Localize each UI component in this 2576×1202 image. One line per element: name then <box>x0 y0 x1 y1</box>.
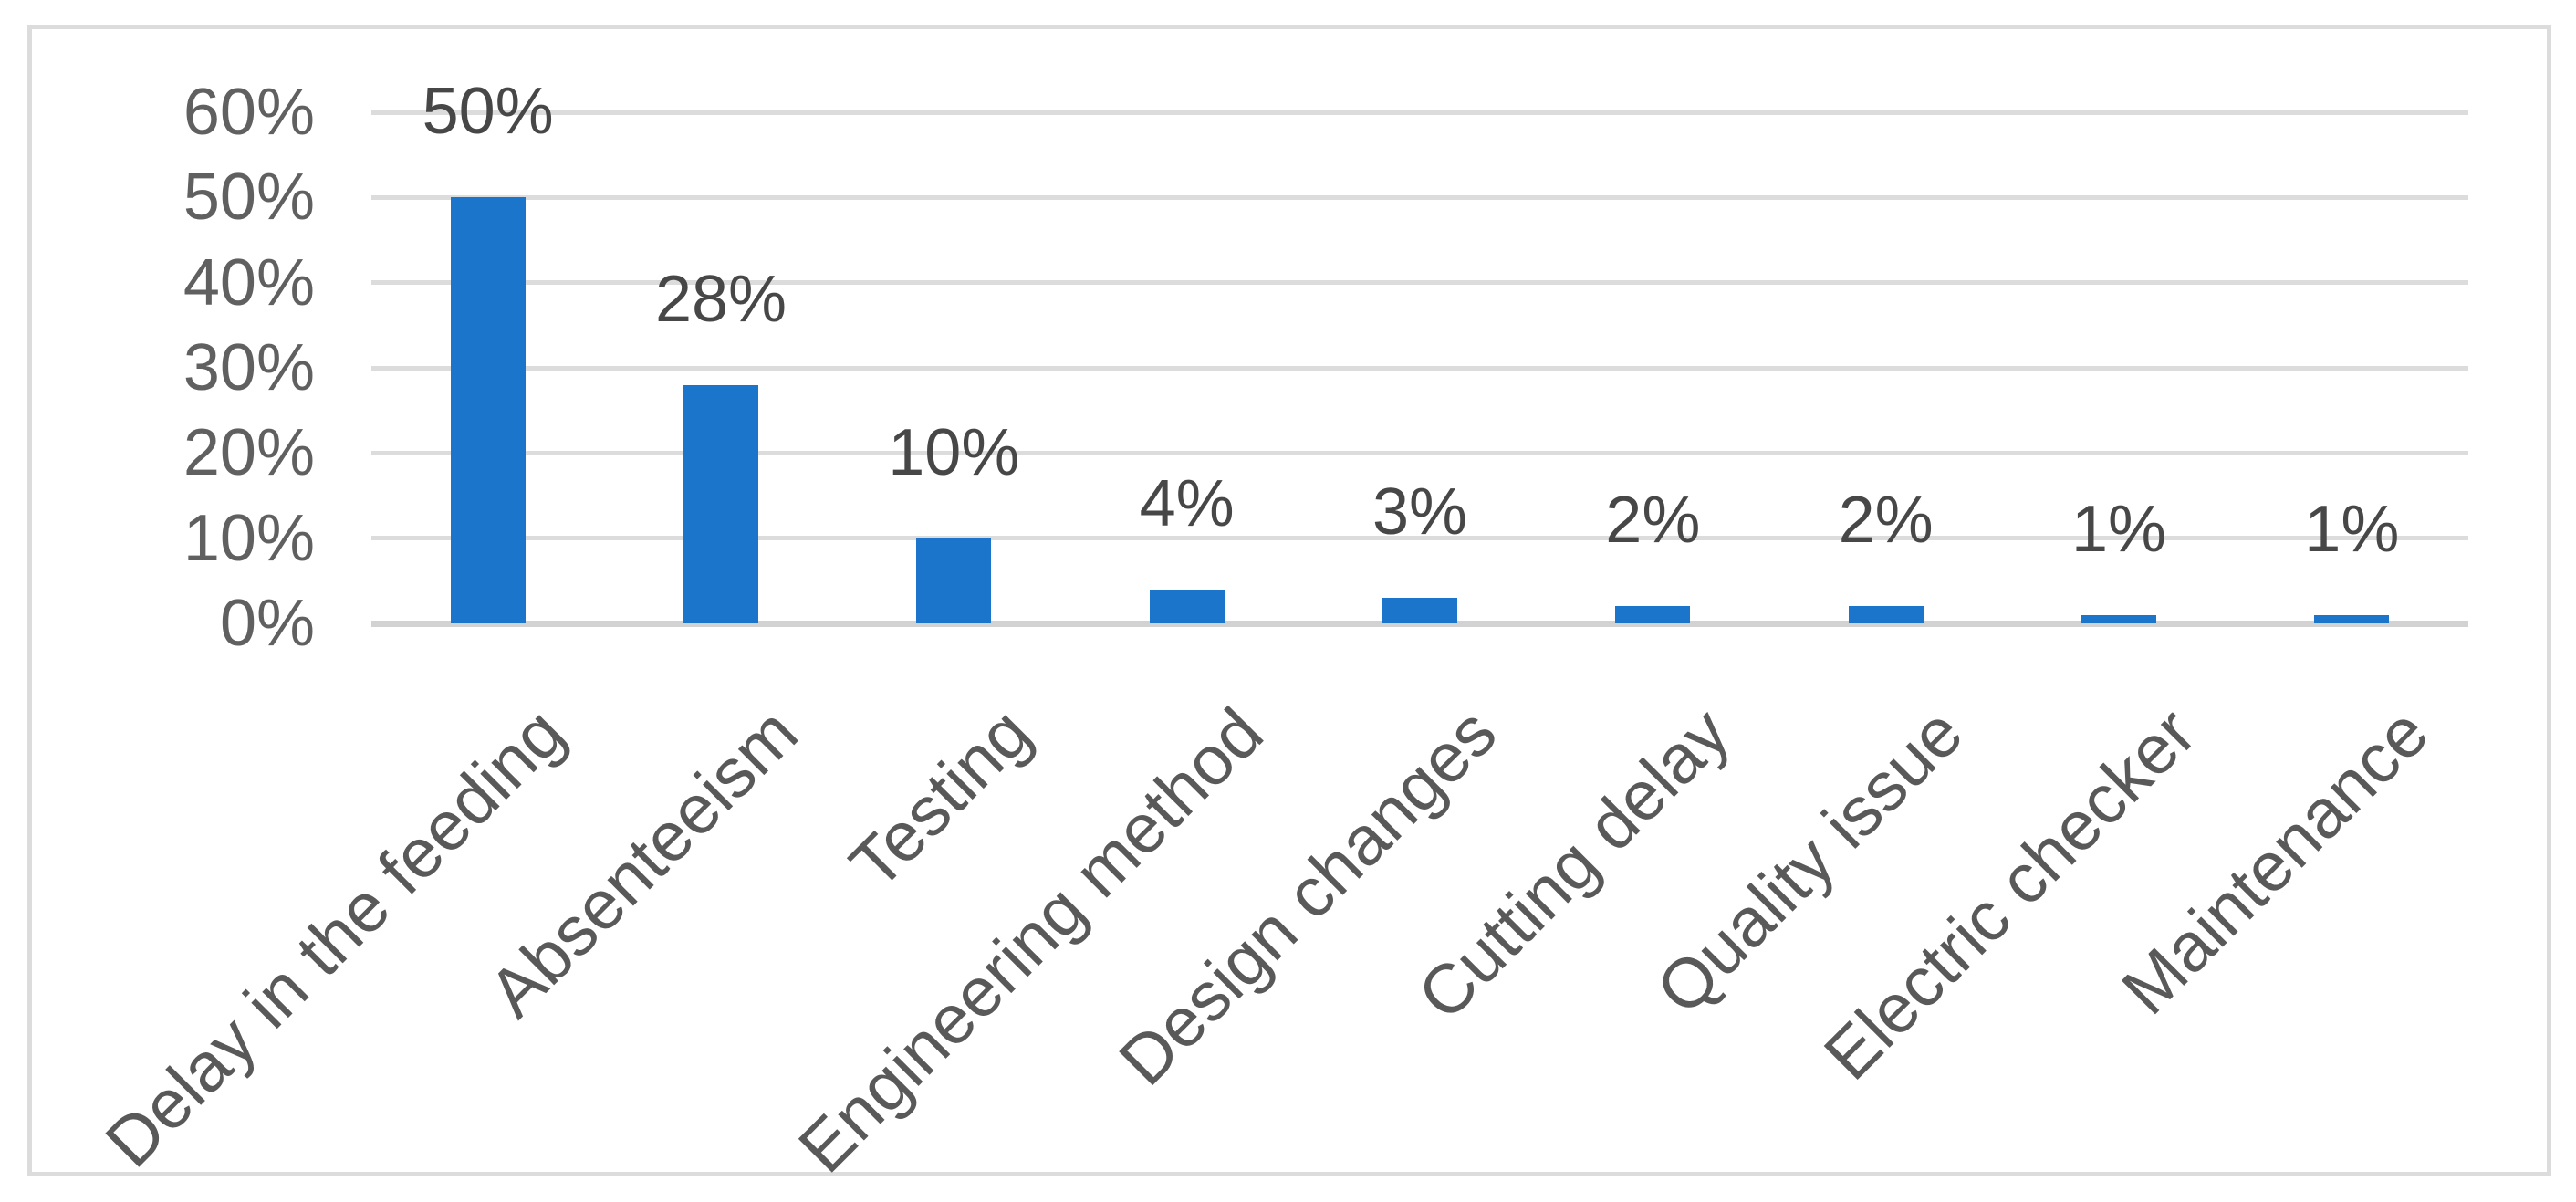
data-label: 28% <box>654 262 787 336</box>
y-tick-label: 10% <box>183 501 315 575</box>
bar <box>1615 606 1691 623</box>
gridline <box>371 365 2468 371</box>
gridline <box>371 110 2468 115</box>
y-tick-label: 40% <box>183 246 315 319</box>
gridline <box>371 450 2468 455</box>
data-label: 2% <box>1605 484 1701 558</box>
gridline <box>371 536 2468 541</box>
data-label: 1% <box>2304 492 2400 566</box>
data-label: 50% <box>422 75 554 149</box>
bar <box>2314 614 2390 623</box>
y-tick-label: 50% <box>183 161 315 235</box>
data-label: 2% <box>1838 484 1934 558</box>
gridline <box>371 194 2468 200</box>
bar <box>1848 606 1924 623</box>
x-axis-line <box>371 621 2468 627</box>
chart-frame <box>27 25 2551 1176</box>
bar <box>450 197 526 623</box>
bar <box>1149 589 1225 623</box>
gridline <box>371 280 2468 286</box>
data-label: 4% <box>1139 466 1235 540</box>
bar <box>2081 614 2156 623</box>
bar <box>916 538 992 623</box>
data-label: 10% <box>888 415 1020 489</box>
y-tick-label: 20% <box>183 416 315 490</box>
data-label: 1% <box>2070 492 2167 566</box>
bar <box>1382 598 1457 623</box>
y-tick-label: 0% <box>219 587 315 660</box>
data-label: 3% <box>1371 476 1468 549</box>
y-tick-label: 60% <box>183 76 315 149</box>
bar <box>683 384 758 623</box>
y-tick-label: 30% <box>183 331 315 404</box>
